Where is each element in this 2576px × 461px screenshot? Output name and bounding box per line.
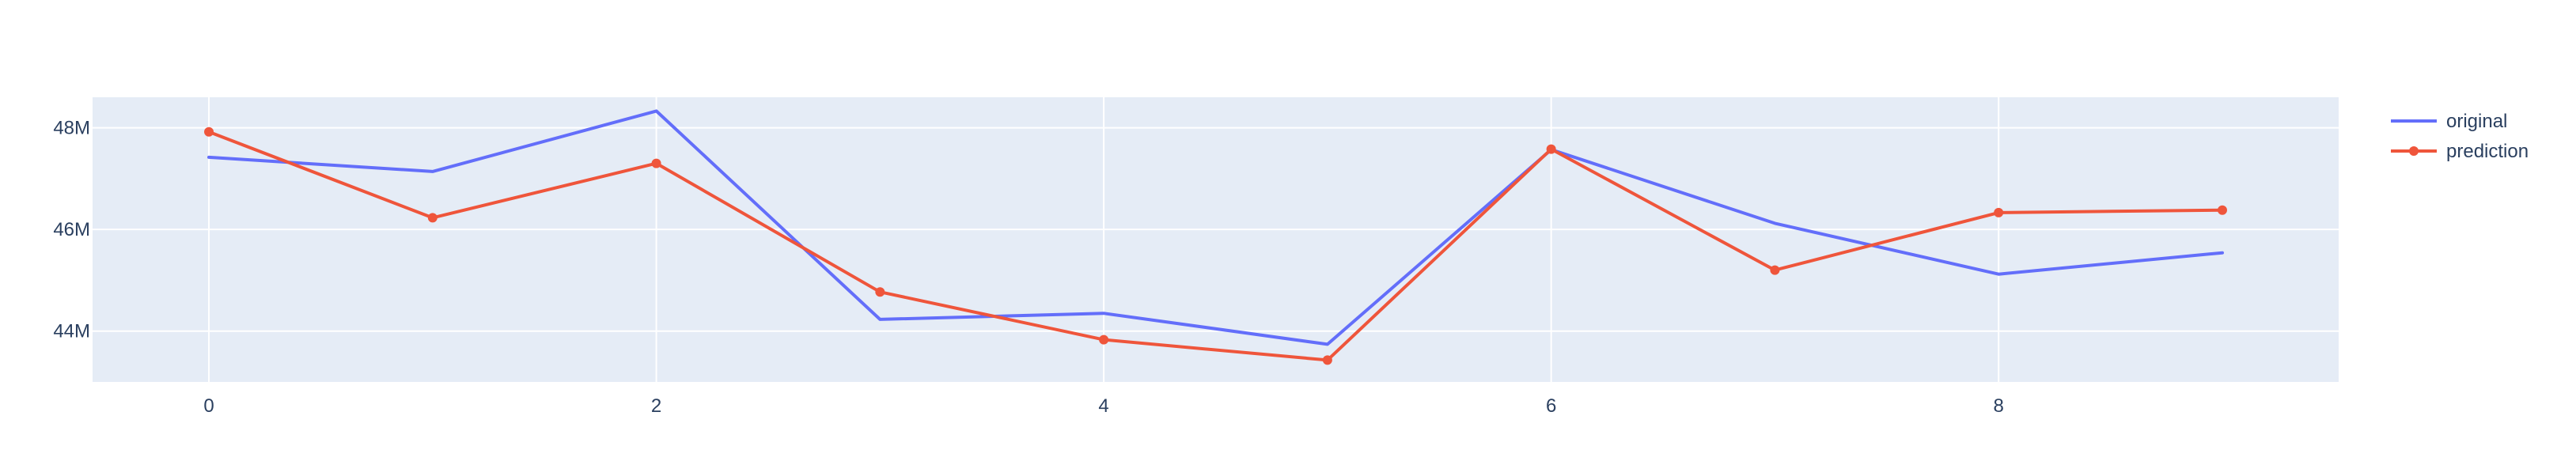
x-tick-label: 6 bbox=[1546, 395, 1556, 417]
data-point-prediction[interactable] bbox=[875, 287, 885, 297]
data-point-prediction[interactable] bbox=[1770, 265, 1780, 275]
x-tick-label: 4 bbox=[1098, 395, 1108, 417]
data-point-prediction[interactable] bbox=[651, 158, 661, 168]
grid-lines bbox=[93, 97, 2339, 382]
series-line-original bbox=[207, 109, 2224, 346]
legend-item-original[interactable]: original bbox=[2391, 111, 2507, 132]
x-tick-label: 2 bbox=[651, 395, 661, 417]
legend-label: prediction bbox=[2446, 141, 2529, 162]
legend-swatch-marker bbox=[2409, 146, 2419, 156]
series-line-prediction bbox=[207, 130, 2224, 362]
plot-background bbox=[93, 97, 2339, 382]
data-point-prediction[interactable] bbox=[2217, 205, 2227, 215]
y-tick-label: 44M bbox=[53, 321, 90, 342]
series-original bbox=[207, 109, 2224, 346]
legend[interactable]: original prediction bbox=[2391, 111, 2529, 162]
series-prediction bbox=[204, 127, 2227, 365]
x-tick-label: 0 bbox=[203, 395, 214, 417]
axis-labels: 0 2 4 6 8 44M 46M 48M bbox=[53, 118, 2004, 417]
y-tick-label: 48M bbox=[53, 118, 90, 139]
data-point-prediction[interactable] bbox=[1322, 355, 1332, 365]
legend-item-prediction[interactable]: prediction bbox=[2391, 141, 2529, 162]
y-tick-label: 46M bbox=[53, 219, 90, 240]
data-point-prediction[interactable] bbox=[1994, 207, 2004, 217]
data-point-prediction[interactable] bbox=[427, 213, 438, 223]
data-point-prediction[interactable] bbox=[1546, 144, 1556, 154]
series-layer bbox=[204, 109, 2227, 365]
legend-label: original bbox=[2446, 111, 2507, 132]
x-tick-label: 8 bbox=[1994, 395, 2004, 417]
data-point-prediction[interactable] bbox=[204, 127, 214, 137]
data-point-prediction[interactable] bbox=[1099, 334, 1109, 345]
